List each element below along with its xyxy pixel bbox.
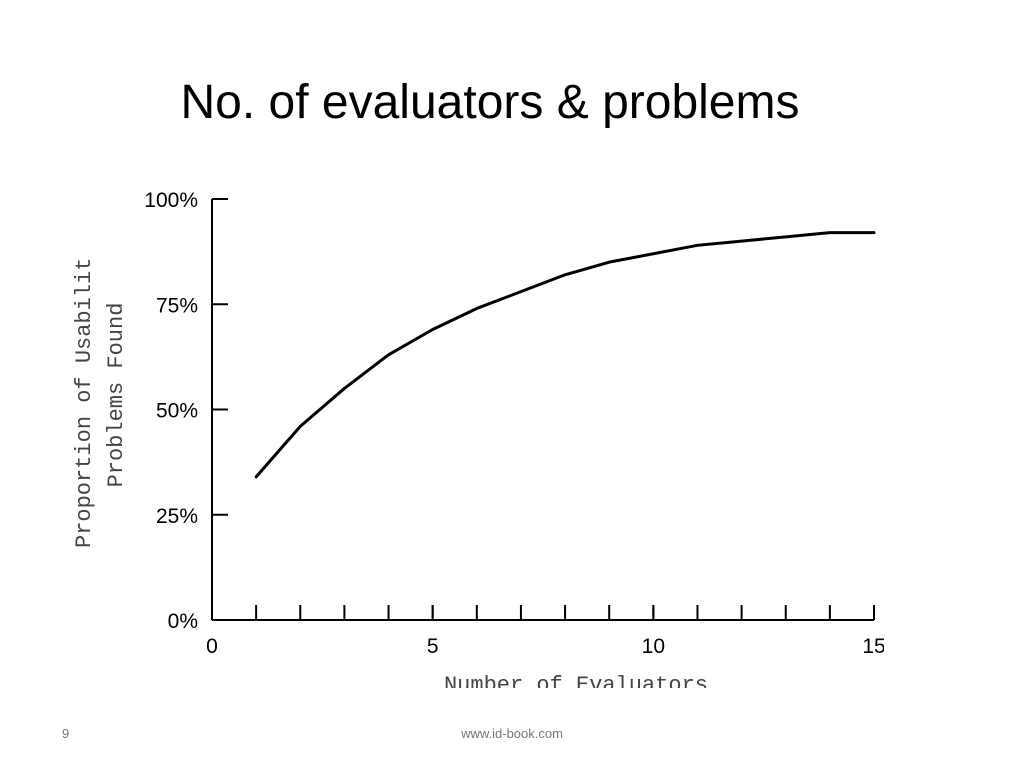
y-tick-label: 25% [156, 505, 198, 528]
x-axis-title: Number of Evaluators [444, 673, 708, 698]
data-line [254, 231, 876, 479]
footer-url: www.id-book.com [460, 726, 563, 741]
y-tick-label: 50% [156, 400, 198, 423]
x-tick-label: 5 [427, 635, 439, 658]
x-tick-label: 0 [206, 635, 218, 658]
x-tick-label: 15 [862, 635, 885, 658]
y-tick-label: 100% [144, 189, 198, 212]
page-number: 9 [62, 726, 69, 741]
slide-title: No. of evaluators & problems [181, 76, 800, 129]
y-axis-title: Proportion of Usabilit [72, 258, 97, 548]
y-tick-label: 0% [168, 610, 198, 633]
y-tick-label: 75% [156, 294, 198, 317]
y-axis-title: Problems Found [104, 303, 129, 488]
chart: 0% 25% 50% 75% 100% 0 5 10 15 Proportion of Usabi… [72, 189, 885, 698]
x-tick-label: 10 [642, 635, 665, 658]
